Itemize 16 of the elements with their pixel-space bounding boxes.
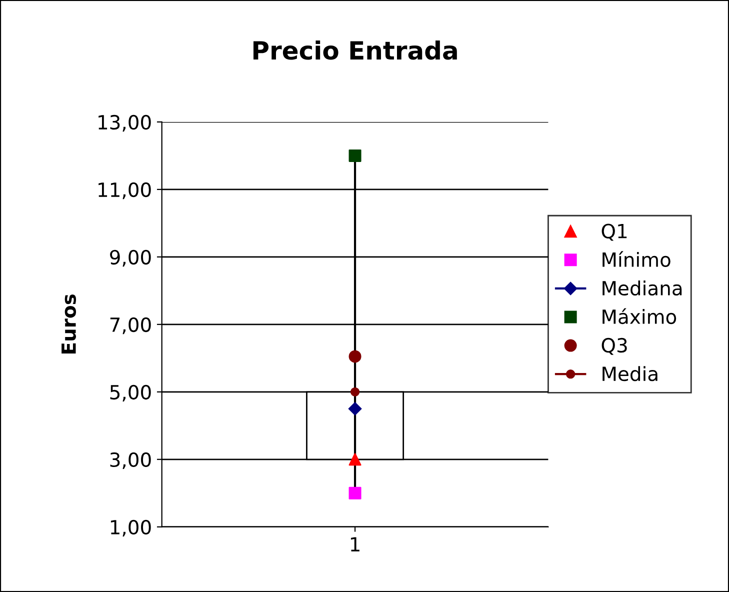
- chart-title: Precio Entrada: [253, 40, 457, 60]
- legend-label: Mediana: [602, 280, 682, 296]
- y-tick-label: 7,00: [110, 317, 151, 334]
- y-tick-label: 1,00: [110, 520, 151, 537]
- legend-label: Máximo: [602, 308, 676, 324]
- x-tick-label: 1: [350, 537, 360, 552]
- legend-label: Media: [602, 366, 658, 382]
- legend-label: Q1: [602, 224, 627, 241]
- y-tick-label: 13,00: [98, 114, 151, 132]
- legend-label: Mínimo: [602, 251, 670, 267]
- y-tick-label: 3,00: [110, 452, 151, 470]
- y-tick-label: 11,00: [98, 182, 151, 200]
- y-axis-title: Euros: [62, 294, 76, 354]
- y-tick-label: 5,00: [110, 384, 151, 402]
- legend-label: Q3: [602, 338, 627, 355]
- y-tick-label: 9,00: [110, 250, 151, 267]
